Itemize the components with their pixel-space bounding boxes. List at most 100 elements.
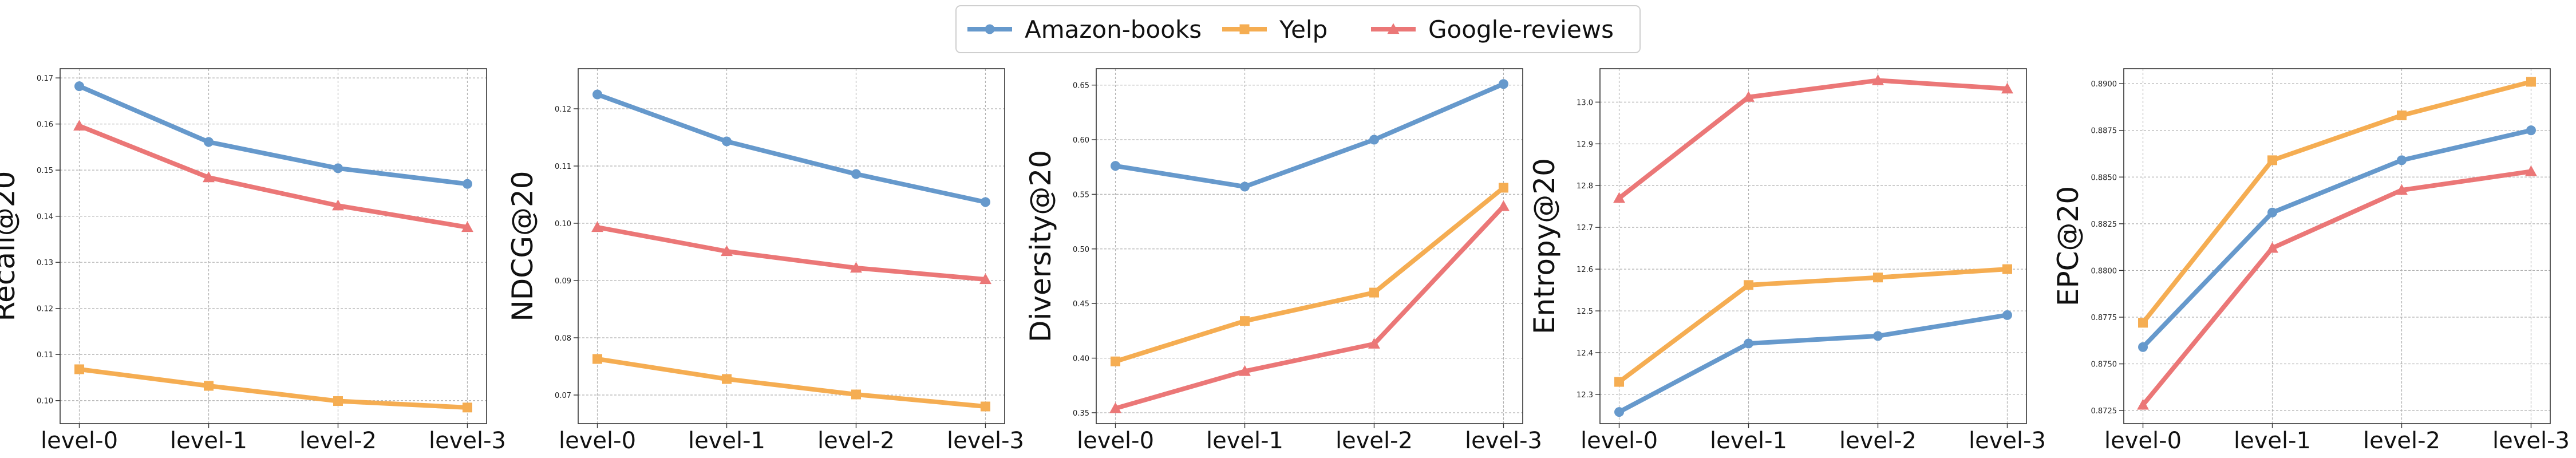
data-point-yelp <box>2526 77 2536 87</box>
data-point-google-reviews <box>721 245 733 256</box>
data-point-yelp <box>722 374 732 384</box>
series-line-yelp <box>2140 79 2534 325</box>
y-tick-label: 0.8900 <box>2091 80 2117 89</box>
data-point-google-reviews <box>203 171 215 183</box>
y-tick-label: 0.11 <box>37 351 53 360</box>
legend-label-google-reviews: Google-reviews <box>1428 15 1614 44</box>
y-tick-label: 0.16 <box>37 121 53 129</box>
y-tick-label: 0.8875 <box>2091 127 2117 136</box>
data-point-yelp <box>204 381 214 391</box>
series-line-yelp <box>1113 185 1506 364</box>
data-point-amazon-books <box>851 169 861 179</box>
y-tick-label: 12.5 <box>1577 307 1593 316</box>
axes-frame <box>60 68 487 424</box>
y-tick-label: 0.8775 <box>2091 314 2117 322</box>
x-tick-label: level-1 <box>2234 428 2311 454</box>
series-line-google-reviews <box>595 225 988 282</box>
data-point-yelp <box>74 364 85 374</box>
axes-frame <box>1599 68 2027 424</box>
y-tick-label: 12.3 <box>1577 391 1593 400</box>
x-tick-label: level-3 <box>1465 428 1542 454</box>
data-point-amazon-books <box>2002 310 2012 320</box>
legend: Amazon-books Yelp Google-reviews <box>955 5 1641 53</box>
legend-label-yelp: Yelp <box>1279 15 1327 44</box>
data-point-yelp <box>2267 155 2278 165</box>
data-point-yelp <box>851 389 861 400</box>
x-tick-label: level-1 <box>170 428 247 454</box>
data-point-amazon-books <box>1369 135 1379 145</box>
y-axis-label: NDCG@20 <box>506 171 539 321</box>
data-point-google-reviews <box>332 199 344 211</box>
data-point-amazon-books <box>2396 155 2407 165</box>
data-point-yelp <box>462 402 472 413</box>
data-point-google-reviews <box>2396 184 2408 195</box>
data-point-google-reviews <box>2266 242 2278 253</box>
y-tick-label: 0.10 <box>555 220 571 228</box>
data-point-google-reviews <box>1368 338 1380 349</box>
data-point-yelp <box>333 396 343 406</box>
panel-3: 0.35 0.40 0.45 0.50 0.55 0.60 0.65 level-0 level… <box>1024 68 1542 454</box>
x-tick-label: level-1 <box>688 428 765 454</box>
data-point-google-reviews <box>2137 398 2149 410</box>
data-point-amazon-books <box>1744 338 1754 349</box>
data-point-google-reviews <box>1872 74 1884 85</box>
data-point-amazon-books <box>1498 79 1508 89</box>
data-point-yelp <box>2002 264 2012 274</box>
data-point-yelp <box>980 401 990 412</box>
axes-frame <box>1096 68 1523 424</box>
y-tick-label: 0.40 <box>1073 355 1089 364</box>
x-tick-label: level-2 <box>1839 428 1917 454</box>
data-point-google-reviews <box>1613 192 1625 203</box>
data-point-google-reviews <box>850 262 862 273</box>
data-point-yelp <box>2138 318 2148 328</box>
data-point-google-reviews <box>1109 402 1121 413</box>
x-tick-label: level-0 <box>1077 428 1154 454</box>
data-point-amazon-books <box>2267 207 2278 218</box>
series-line-amazon-books <box>595 92 988 204</box>
data-point-google-reviews <box>73 120 85 131</box>
y-tick-label: 0.35 <box>1073 409 1089 418</box>
data-point-amazon-books <box>1240 181 1250 192</box>
x-tick-label: level-1 <box>1710 428 1787 454</box>
series-line-amazon-books <box>2140 128 2534 350</box>
series-line-google-reviews <box>77 123 470 230</box>
data-point-google-reviews <box>461 221 473 232</box>
y-tick-label: 13.0 <box>1577 98 1593 107</box>
x-tick-label: level-3 <box>429 428 506 454</box>
chart-panels: 0.10 0.11 0.12 0.13 0.14 0.15 0.16 0.17 level-0 l… <box>0 68 2570 454</box>
x-tick-label: level-3 <box>1969 428 2046 454</box>
data-point-amazon-books <box>462 179 472 189</box>
y-tick-label: 0.08 <box>555 334 571 343</box>
y-tick-label: 0.8750 <box>2091 361 2117 369</box>
y-tick-label: 0.60 <box>1073 136 1089 145</box>
y-tick-label: 12.4 <box>1577 349 1593 358</box>
y-tick-label: 0.8800 <box>2091 267 2117 275</box>
y-tick-label: 0.17 <box>37 74 53 83</box>
y-tick-label: 0.07 <box>555 392 571 400</box>
data-point-amazon-books <box>1614 407 1625 417</box>
data-point-amazon-books <box>204 137 214 147</box>
x-tick-label: level-0 <box>41 428 118 454</box>
y-tick-label: 0.65 <box>1073 82 1089 90</box>
data-point-amazon-books <box>2138 342 2148 352</box>
series-line-amazon-books <box>77 84 470 187</box>
y-tick-label: 0.10 <box>37 397 53 406</box>
y-axis-label: Entropy@20 <box>1528 158 1561 334</box>
series-line-amazon-books <box>1113 81 1506 189</box>
x-tick-label: level-0 <box>1581 428 1658 454</box>
data-point-yelp <box>1614 377 1625 387</box>
data-point-google-reviews <box>1498 200 1510 211</box>
data-point-google-reviews <box>2525 165 2537 176</box>
y-tick-label: 0.50 <box>1073 246 1089 254</box>
y-tick-label: 0.11 <box>555 163 571 171</box>
y-axis-label: EPC@20 <box>2052 186 2085 306</box>
data-point-amazon-books <box>74 81 85 92</box>
panel-2: 0.07 0.08 0.09 0.10 0.11 0.12 level-0 level-1 le… <box>506 68 1024 454</box>
series-line-google-reviews <box>2140 169 2534 408</box>
data-point-amazon-books <box>1111 161 1121 171</box>
y-tick-label: 12.7 <box>1577 224 1593 232</box>
data-point-google-reviews <box>1239 365 1251 376</box>
data-point-yelp <box>1240 316 1250 326</box>
y-tick-label: 0.09 <box>555 277 571 286</box>
